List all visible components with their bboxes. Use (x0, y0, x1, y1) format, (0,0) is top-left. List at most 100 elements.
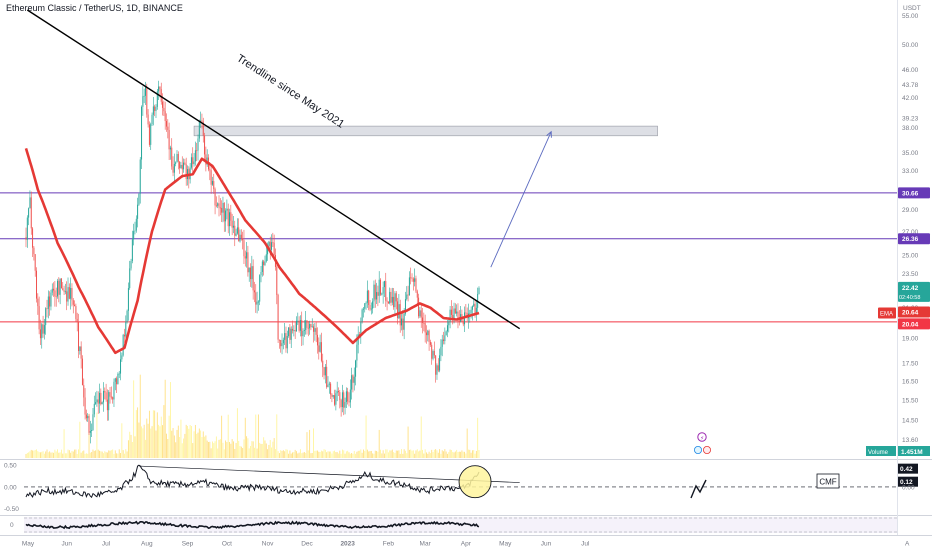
candle (444, 327, 446, 345)
volume-bar (468, 449, 469, 458)
candle-body (83, 385, 85, 398)
time-tick-label: Jun (541, 541, 552, 548)
volume-bar (155, 430, 157, 458)
candle (151, 112, 153, 126)
candle (122, 333, 124, 357)
volume-bar (338, 453, 339, 458)
candle (332, 395, 334, 399)
candle-body (96, 399, 98, 403)
candle (294, 321, 296, 340)
candle-body (255, 292, 257, 305)
candle-body (362, 308, 364, 310)
volume-bar (126, 451, 128, 458)
candle-body (450, 309, 452, 315)
candle (263, 259, 265, 276)
price-tick-label: 13.60 (902, 437, 919, 444)
volume-bar (71, 450, 73, 458)
candle-body (314, 328, 316, 332)
volume-bar (25, 453, 27, 458)
candle-body (194, 150, 196, 162)
candle-body (475, 307, 477, 316)
candle-body (209, 169, 211, 171)
volume-bar (412, 450, 414, 458)
candle-body (85, 414, 87, 419)
candle (242, 231, 244, 250)
candle (74, 300, 76, 307)
price-tick-label: 50.00 (902, 42, 919, 49)
candle-body (169, 147, 171, 150)
candle-body (310, 323, 312, 327)
volume-bar (221, 415, 223, 458)
candle-body (394, 293, 396, 308)
candle-body (473, 303, 475, 307)
price-tick-label: 35.00 (902, 150, 919, 157)
candle-body (299, 320, 301, 331)
time-tick-label: May (499, 541, 512, 548)
candle (448, 319, 450, 333)
candle (259, 274, 261, 306)
volume-bar (471, 450, 473, 458)
candle-body (356, 344, 358, 361)
volume-bar (408, 449, 410, 458)
time-tick-label: Sep (182, 541, 194, 548)
candle-body (335, 393, 337, 405)
candle (301, 311, 303, 346)
candle (280, 339, 282, 353)
volume-bar (201, 437, 203, 458)
volume-bar (265, 443, 267, 458)
price-tick-label: 15.50 (902, 397, 919, 404)
candle-body (416, 291, 418, 298)
volume-bar (429, 453, 431, 458)
candle-body (175, 162, 177, 164)
candle (446, 319, 448, 338)
volume-bar (188, 428, 190, 458)
volume-value: 1.451M (901, 449, 923, 456)
candle (34, 253, 36, 277)
candle-body (163, 107, 165, 112)
volume-bar (466, 428, 468, 458)
candle-body (62, 288, 64, 291)
volume-bar (372, 453, 374, 458)
candle-body (99, 392, 101, 404)
volume-bar (306, 432, 308, 458)
candle-body (331, 394, 333, 397)
candle-body (165, 121, 167, 127)
candle (311, 318, 313, 328)
candle (284, 323, 286, 346)
candle-body (198, 121, 200, 139)
volume-bar (130, 434, 132, 458)
candle-body (428, 330, 430, 342)
candle (370, 302, 372, 315)
candle (123, 328, 125, 343)
volume-bar (162, 425, 164, 458)
volume-bar (252, 441, 254, 458)
candle-body (353, 376, 355, 383)
candle-body (376, 292, 378, 300)
volume-bar (36, 449, 37, 458)
candle (167, 119, 169, 139)
volume-bar (196, 433, 198, 458)
volume-bar (32, 450, 34, 458)
candle (125, 315, 127, 341)
volume-bar (272, 441, 274, 458)
volume-bar (163, 405, 165, 458)
volume-bar (121, 423, 123, 458)
candle-body (452, 314, 454, 318)
candle (43, 319, 45, 340)
time-tick-label: 2023 (340, 541, 355, 548)
candle (251, 255, 253, 288)
volume-bar (387, 452, 389, 458)
candle-body (352, 375, 354, 383)
volume-bar (218, 439, 220, 458)
lightning-glyph: ⚡ (700, 435, 704, 442)
candle-body (456, 311, 458, 314)
candle (193, 153, 195, 167)
candle-body (355, 360, 357, 377)
candle-body (108, 392, 110, 411)
volume-bar (84, 453, 86, 458)
axis-label-level: 26.36 (902, 236, 919, 243)
last-price-bg (898, 281, 930, 302)
axis-label-level-bg (898, 233, 930, 245)
volume-bar (385, 449, 387, 458)
candle (428, 329, 430, 351)
